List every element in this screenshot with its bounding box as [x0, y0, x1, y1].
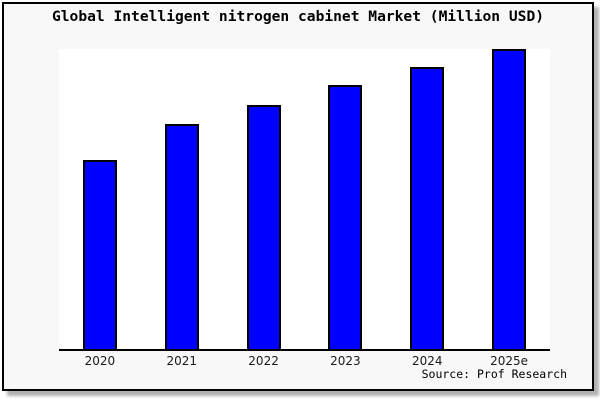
x-label-2024: 2024 — [411, 354, 443, 368]
chart-frame: Global Intelligent nitrogen cabinet Mark… — [2, 2, 594, 391]
bars-row — [59, 49, 550, 349]
bar-slot-2021 — [141, 49, 223, 349]
source-note: Source: Prof Research — [421, 367, 567, 381]
bar-2024 — [410, 67, 445, 349]
x-label-2025e: 2025e — [490, 354, 529, 368]
x-label-2022: 2022 — [248, 354, 279, 368]
bar-2021 — [164, 124, 199, 349]
x-label-2023: 2023 — [330, 354, 361, 368]
bar-slot-2023 — [304, 49, 386, 349]
chart-title: Global Intelligent nitrogen cabinet Mark… — [51, 8, 545, 25]
bar-2020 — [82, 160, 117, 349]
bar-slot-2024 — [386, 49, 468, 349]
bar-slot-2022 — [223, 49, 305, 349]
x-label-2021: 2021 — [166, 354, 198, 368]
x-axis-labels: 2020 2021 2022 2023 2024 2025e — [59, 354, 550, 368]
bar-2022 — [246, 104, 281, 349]
bar-2023 — [328, 85, 363, 349]
bar-2025e — [492, 49, 527, 349]
bar-slot-2020 — [59, 49, 141, 349]
plot-area — [59, 49, 550, 351]
bar-slot-2025e — [468, 49, 550, 349]
x-label-2020: 2020 — [84, 354, 116, 368]
